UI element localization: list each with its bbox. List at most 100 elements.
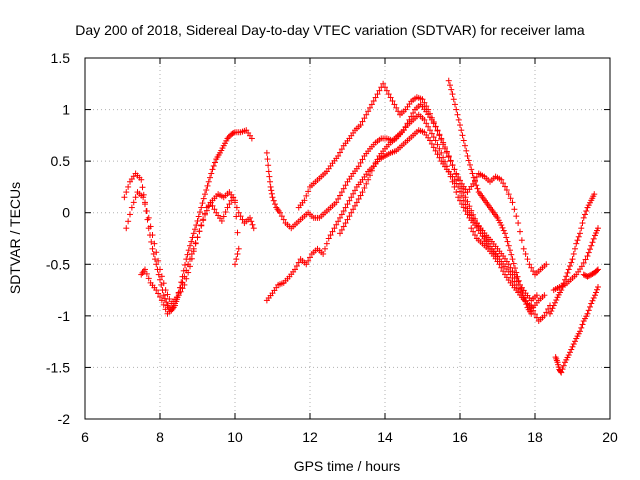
data-point (200, 195, 207, 202)
data-point (528, 310, 535, 317)
data-point (587, 246, 593, 253)
data-point (268, 190, 275, 197)
data-point (427, 127, 433, 134)
data-point (458, 192, 465, 199)
data-point (448, 86, 455, 93)
data-point (498, 264, 505, 271)
data-point (455, 116, 462, 123)
data-point (185, 269, 192, 276)
data-point (235, 209, 242, 216)
y-tick-label: -1 (58, 308, 71, 324)
data-point (335, 195, 342, 202)
data-point (543, 309, 550, 316)
data-point (550, 302, 557, 309)
data-point (157, 293, 163, 300)
data-point (573, 240, 580, 247)
data-point (132, 194, 139, 201)
data-point (194, 217, 201, 224)
data-point (337, 214, 343, 221)
data-point (512, 265, 518, 272)
data-point (387, 94, 394, 101)
data-point (507, 247, 513, 254)
data-point (568, 259, 575, 266)
data-point (269, 194, 276, 201)
data-point (149, 245, 156, 252)
data-point (172, 300, 178, 307)
data-point (198, 204, 205, 211)
data-point (263, 149, 270, 156)
data-point (350, 190, 357, 197)
data-point (268, 187, 275, 194)
data-point (292, 266, 298, 273)
data-point (363, 180, 370, 187)
data-point (579, 321, 586, 328)
data-point (204, 182, 211, 189)
data-point (382, 84, 388, 91)
data-point (459, 132, 466, 139)
data-point (445, 154, 452, 161)
data-point (518, 286, 525, 293)
data-point (147, 223, 154, 230)
data-point (585, 307, 592, 314)
data-point (442, 158, 448, 165)
data-point (127, 211, 133, 218)
data-point (440, 154, 447, 161)
chart-title: Day 200 of 2018, Sidereal Day-to-day VTE… (75, 22, 585, 38)
data-point (270, 197, 277, 204)
data-point (445, 168, 452, 175)
data-point (425, 106, 432, 113)
data-point (199, 200, 206, 207)
data-point (553, 297, 560, 304)
data-point (558, 369, 565, 376)
data-point (518, 237, 525, 244)
data-point (368, 101, 375, 108)
data-point (520, 245, 527, 252)
data-point (508, 251, 515, 258)
data-point (267, 183, 274, 190)
data-point (325, 235, 332, 242)
x-tick-label: 12 (302, 429, 318, 445)
data-point (192, 240, 199, 247)
data-point (500, 180, 507, 187)
data-point (145, 275, 152, 282)
data-point (462, 207, 469, 214)
data-point (209, 202, 216, 209)
data-point (563, 273, 570, 280)
data-point (502, 183, 508, 190)
data-point (503, 234, 510, 241)
data-point (295, 259, 302, 266)
x-tick-label: 20 (602, 429, 618, 445)
data-point (337, 230, 343, 237)
data-point (569, 256, 576, 263)
data-point (233, 204, 240, 211)
data-point (589, 297, 596, 304)
data-point (342, 182, 349, 189)
data-point (338, 189, 345, 196)
data-point (267, 178, 273, 185)
data-point (340, 207, 347, 214)
data-point (322, 245, 328, 252)
data-point (374, 156, 381, 163)
data-point (594, 286, 600, 293)
data-point (458, 201, 465, 208)
data-point (578, 225, 585, 232)
data-point (453, 189, 460, 196)
data-point (352, 202, 358, 209)
data-point (580, 214, 587, 221)
data-point (301, 197, 308, 204)
data-point (164, 291, 171, 298)
data-point (541, 292, 548, 299)
data-point (591, 191, 598, 198)
data-point (370, 97, 377, 104)
data-point (425, 123, 432, 130)
data-point (233, 213, 240, 220)
data-point (419, 96, 426, 103)
data-point (473, 173, 480, 180)
data-point (177, 288, 184, 295)
data-point (162, 306, 169, 313)
data-point (517, 281, 523, 288)
data-point (353, 199, 360, 206)
data-point (505, 261, 512, 268)
data-point (383, 87, 390, 94)
data-point (436, 145, 443, 152)
